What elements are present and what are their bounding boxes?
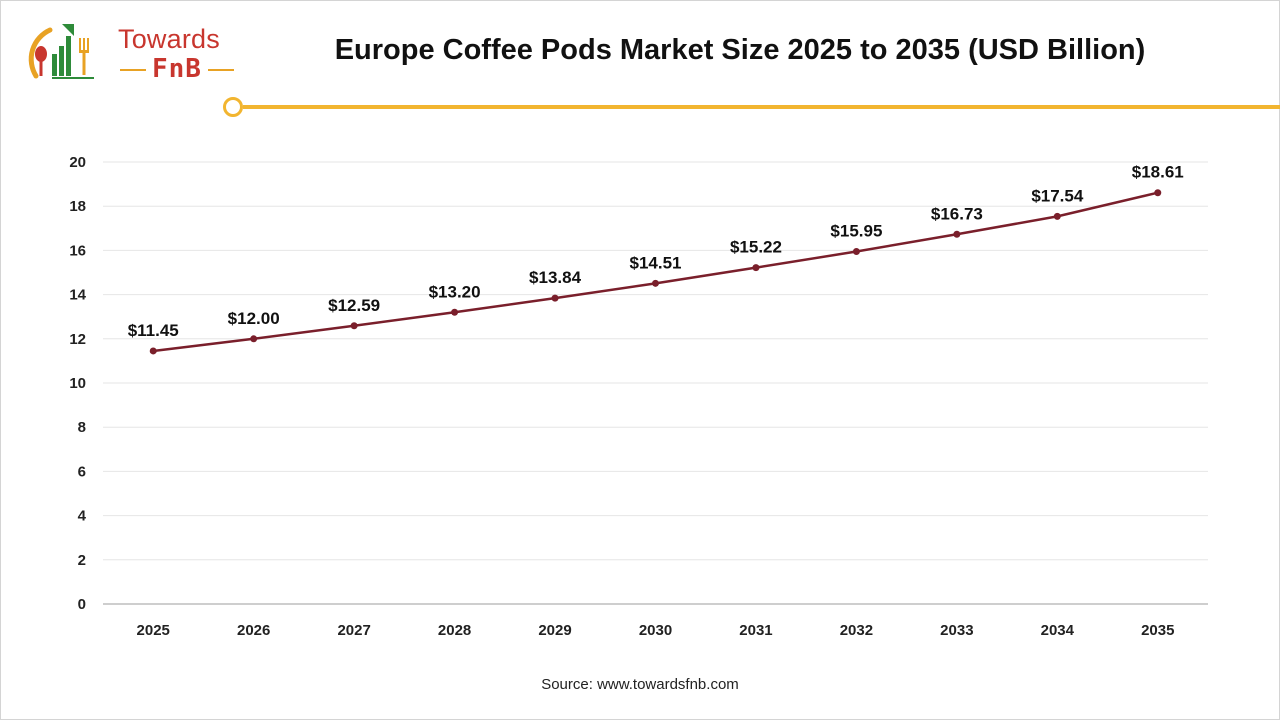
x-tick-label: 2033 bbox=[940, 622, 973, 639]
data-label: $11.45 bbox=[128, 321, 179, 340]
x-tick-label: 2029 bbox=[538, 622, 571, 639]
brand-logo: Towards FnB bbox=[22, 16, 234, 86]
x-tick-label: 2025 bbox=[137, 622, 170, 639]
data-point bbox=[953, 230, 961, 238]
brand-name-line1: Towards bbox=[118, 24, 220, 54]
brand-dash-left bbox=[120, 69, 146, 71]
data-point bbox=[451, 308, 459, 316]
y-tick-label: 20 bbox=[69, 154, 86, 171]
title-accent-line bbox=[243, 105, 1280, 109]
data-label: $17.54 bbox=[1031, 186, 1084, 205]
data-label: $16.73 bbox=[931, 204, 983, 223]
data-point bbox=[1154, 189, 1162, 197]
x-tick-label: 2031 bbox=[739, 622, 772, 639]
x-tick-label: 2028 bbox=[438, 622, 471, 639]
y-tick-label: 2 bbox=[78, 552, 86, 569]
data-label: $15.22 bbox=[730, 238, 782, 257]
y-tick-label: 0 bbox=[78, 596, 86, 613]
data-label: $18.61 bbox=[1132, 163, 1184, 182]
data-point bbox=[250, 335, 258, 343]
y-tick-label: 12 bbox=[69, 331, 86, 348]
title-accent-dot bbox=[223, 97, 243, 117]
data-label: $13.20 bbox=[429, 282, 481, 301]
y-tick-label: 16 bbox=[69, 242, 86, 259]
brand-name-line2: FnB bbox=[152, 54, 202, 84]
x-tick-label: 2026 bbox=[237, 622, 270, 639]
y-tick-label: 18 bbox=[69, 198, 86, 215]
data-label: $12.59 bbox=[328, 296, 380, 315]
data-point bbox=[149, 347, 157, 355]
x-tick-label: 2035 bbox=[1141, 622, 1174, 639]
x-tick-label: 2034 bbox=[1041, 622, 1075, 639]
brand-logo-icon bbox=[28, 24, 94, 79]
y-tick-label: 8 bbox=[78, 419, 86, 436]
data-label: $14.51 bbox=[630, 253, 682, 272]
data-label: $15.95 bbox=[830, 222, 882, 241]
data-point bbox=[1053, 212, 1061, 220]
data-point bbox=[752, 264, 760, 272]
data-point bbox=[551, 294, 559, 302]
data-label: $13.84 bbox=[529, 268, 582, 287]
y-tick-label: 14 bbox=[69, 287, 86, 304]
x-tick-label: 2030 bbox=[639, 622, 672, 639]
chart-title: Europe Coffee Pods Market Size 2025 to 2… bbox=[334, 34, 1146, 66]
source-note: Source: www.towardsfnb.com bbox=[541, 676, 739, 693]
data-point bbox=[652, 279, 659, 287]
x-tick-label: 2032 bbox=[840, 622, 873, 639]
data-label: $12.00 bbox=[228, 309, 280, 328]
y-tick-label: 4 bbox=[78, 508, 87, 525]
y-tick-label: 10 bbox=[69, 375, 86, 392]
x-tick-label: 2027 bbox=[337, 622, 370, 639]
data-point bbox=[350, 322, 358, 330]
y-tick-label: 6 bbox=[78, 463, 86, 480]
data-point bbox=[852, 248, 860, 256]
brand-dash-right bbox=[208, 69, 234, 71]
